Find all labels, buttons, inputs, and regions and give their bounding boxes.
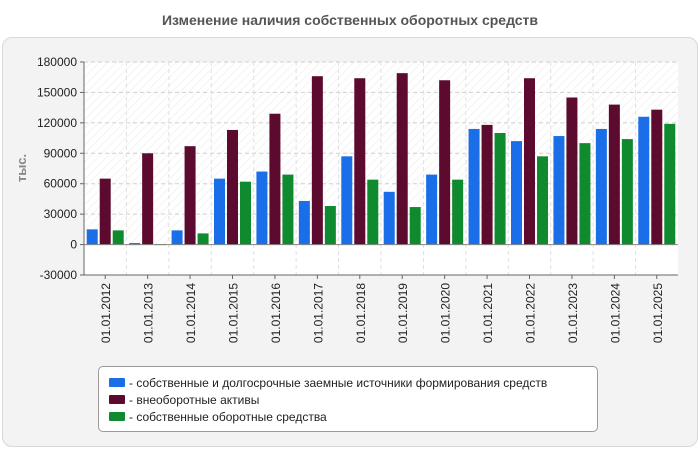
legend-swatch-noncurrent-assets: [109, 395, 125, 404]
bar-s1-3: [227, 129, 238, 245]
x-tick-label: 01.01.2018: [354, 283, 368, 343]
bar-s1-10: [524, 78, 535, 245]
bar-s0-8: [426, 174, 438, 245]
y-tick-label: 0: [70, 238, 77, 252]
bar-s1-8: [439, 80, 451, 245]
bar-s1-0: [99, 178, 111, 245]
bar-s1-12: [608, 104, 620, 245]
bar-s0-10: [511, 141, 522, 245]
bar-s1-13: [651, 109, 663, 245]
legend-swatch-working-capital: [109, 412, 125, 421]
bar-s2-11: [579, 143, 591, 245]
bar-s0-5: [298, 200, 310, 245]
chart-title: Изменение наличия собственных оборотных …: [161, 12, 539, 28]
bar-s1-2: [184, 146, 196, 245]
bar-s0-6: [341, 156, 353, 245]
bar-s1-1: [142, 153, 154, 245]
legend-swatch-sources: [109, 378, 125, 387]
x-tick-label: 01.01.2014: [184, 283, 198, 343]
y-axis-label: тыс.: [14, 154, 29, 182]
x-tick-label: 01.01.2015: [227, 283, 241, 343]
bar-s1-11: [566, 97, 578, 245]
bar-s0-11: [553, 136, 565, 245]
y-tick-label: 60000: [44, 177, 78, 191]
x-tick-label: 01.01.2023: [566, 283, 580, 343]
y-tick-label: 30000: [44, 207, 78, 221]
x-tick-label: 01.01.2021: [481, 283, 495, 343]
bar-s0-4: [256, 171, 268, 245]
bar-s1-9: [481, 124, 493, 245]
bar-s0-3: [214, 178, 225, 245]
bar-s0-0: [86, 229, 98, 245]
bar-s2-2: [197, 233, 209, 245]
y-tick-label: 180000: [37, 55, 77, 69]
bar-s2-4: [282, 174, 294, 245]
bar-s2-10: [537, 156, 548, 245]
bar-s0-13: [638, 116, 650, 245]
legend-label-sources: - собственные и долгосрочные заемные ист…: [129, 375, 548, 390]
legend-item-sources: - собственные и долгосрочные заемные ист…: [109, 374, 597, 391]
bar-s2-7: [409, 207, 421, 245]
bar-s0-12: [595, 128, 607, 245]
bar-s1-6: [354, 78, 366, 245]
x-tick-label: 01.01.2019: [396, 283, 410, 343]
legend-label-working-capital: - собственные оборотные средства: [129, 409, 327, 424]
x-tick-label: 01.01.2024: [608, 283, 622, 343]
x-tick-label: 01.01.2020: [439, 283, 453, 343]
bar-s0-9: [468, 128, 480, 245]
bar-s2-9: [494, 133, 506, 245]
x-tick-label: 01.01.2017: [311, 283, 325, 343]
x-tick-label: 01.01.2016: [269, 283, 283, 343]
bar-s2-12: [621, 139, 633, 245]
bar-s1-5: [311, 76, 323, 245]
y-tick-label: 150000: [37, 85, 77, 99]
legend: - собственные и долгосрочные заемные ист…: [98, 366, 598, 432]
bar-s0-7: [383, 191, 395, 245]
bar-s2-0: [112, 230, 124, 245]
bar-s2-5: [324, 206, 336, 245]
x-tick-label: 01.01.2012: [99, 283, 113, 343]
bar-s1-7: [396, 73, 408, 245]
y-tick-label: -30000: [40, 268, 78, 282]
bar-s0-1: [129, 243, 141, 245]
bar-s2-8: [452, 179, 464, 245]
y-tick-label: 120000: [37, 116, 77, 130]
legend-label-noncurrent-assets: - внеоборотные активы: [129, 392, 260, 407]
legend-item-working-capital: - собственные оборотные средства: [109, 408, 597, 425]
bar-s1-4: [269, 113, 281, 245]
bar-s0-2: [171, 230, 183, 245]
bar-s2-13: [664, 123, 676, 245]
legend-item-noncurrent-assets: - внеоборотные активы: [109, 391, 597, 408]
x-tick-label: 01.01.2022: [524, 283, 538, 343]
x-tick-label: 01.01.2013: [142, 283, 156, 343]
bar-s2-6: [367, 179, 379, 245]
y-tick-label: 90000: [44, 146, 78, 160]
bar-s2-3: [240, 181, 251, 245]
x-tick-label: 01.01.2025: [651, 283, 665, 343]
